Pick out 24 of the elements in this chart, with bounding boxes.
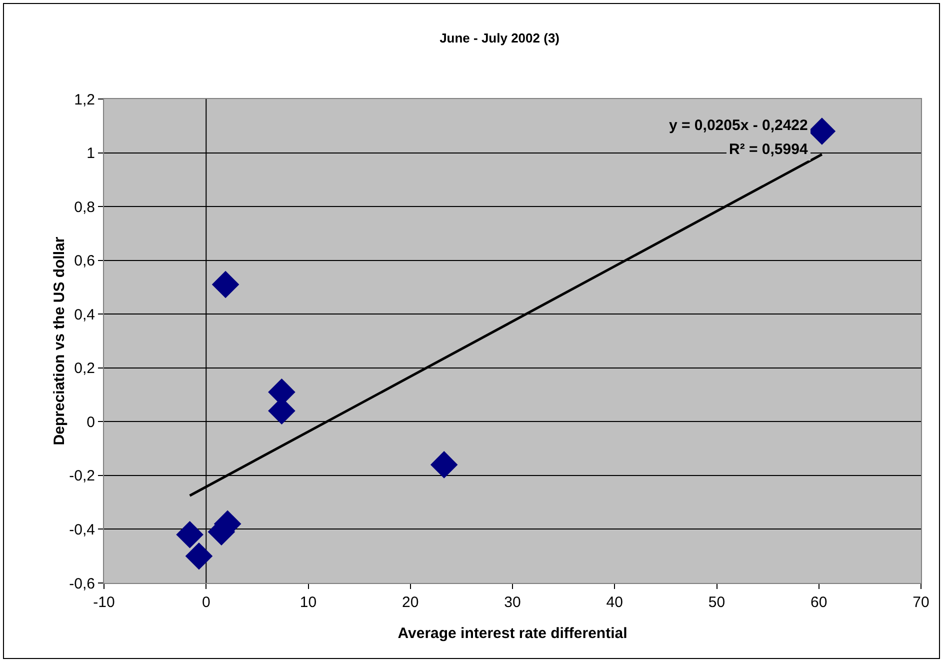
y-tick-label: 1,2 <box>74 91 95 108</box>
x-tick-label: 40 <box>606 594 623 611</box>
y-tick-label: 0,4 <box>74 306 95 324</box>
x-tick-label: -10 <box>93 594 115 611</box>
y-tick-label: -0,4 <box>69 521 95 538</box>
y-tick-label: 0,2 <box>74 360 95 378</box>
x-tick-label: 70 <box>912 594 930 611</box>
y-tick-label: -0,2 <box>69 468 95 485</box>
y-tick-label: 0,6 <box>74 252 95 270</box>
y-tick-label: 0,8 <box>74 198 95 216</box>
x-tick-label: 30 <box>504 594 521 611</box>
chart-title: June - July 2002 (3) <box>440 30 560 46</box>
y-axis-title: Depreciation vs the US dollar <box>51 236 68 446</box>
annotation: R² = 0,5994 <box>729 141 808 158</box>
x-tick-label: 50 <box>708 594 726 611</box>
x-tick-label: 0 <box>202 594 210 611</box>
y-tick-label: 0 <box>86 414 95 431</box>
y-tick-label: -0,6 <box>69 575 95 592</box>
x-axis-title: Average interest rate differential <box>398 625 628 642</box>
x-tick-label: 20 <box>402 594 419 611</box>
y-tick-label: 1 <box>86 145 95 162</box>
x-tick-label: 60 <box>810 594 828 611</box>
annotation: y = 0,0205x - 0,2422 <box>669 117 808 134</box>
x-tick-label: 10 <box>300 594 317 611</box>
